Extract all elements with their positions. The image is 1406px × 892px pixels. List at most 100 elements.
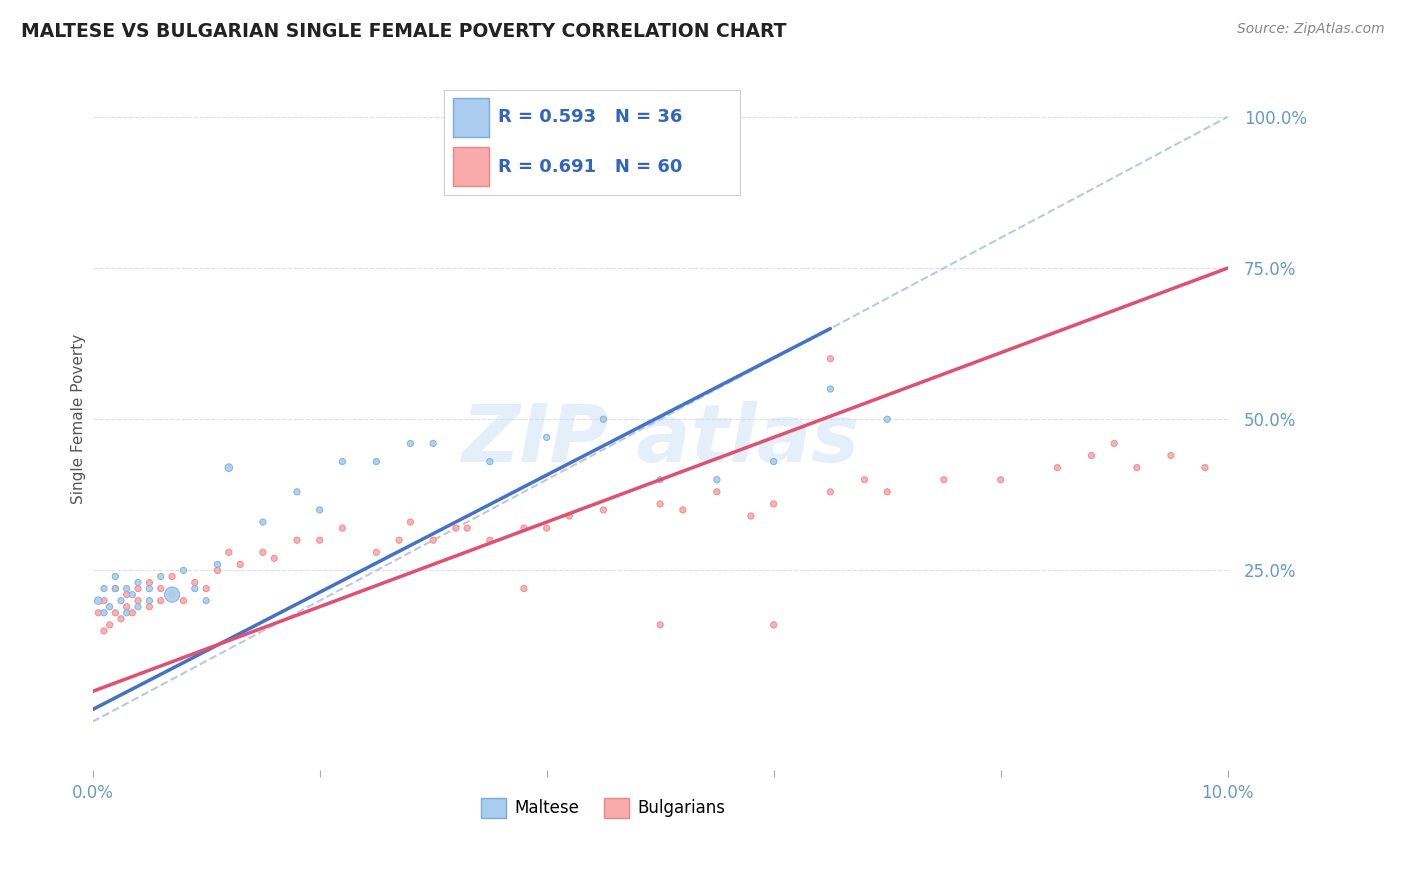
- Point: [87, 593, 110, 607]
- Point: [762, 497, 785, 511]
- Point: [195, 593, 218, 607]
- Point: [592, 503, 614, 517]
- Point: [104, 569, 127, 583]
- Point: [149, 569, 172, 583]
- Point: [1126, 460, 1149, 475]
- Point: [115, 582, 138, 596]
- Text: ZIP atlas: ZIP atlas: [461, 401, 859, 479]
- Point: [218, 545, 240, 559]
- Point: [115, 588, 138, 602]
- Point: [820, 484, 842, 499]
- Point: [478, 454, 501, 468]
- Point: [172, 564, 194, 578]
- Point: [536, 521, 558, 535]
- Point: [252, 515, 274, 529]
- Point: [762, 618, 785, 632]
- Point: [160, 569, 183, 583]
- Point: [513, 521, 536, 535]
- Point: [876, 484, 898, 499]
- Point: [456, 521, 478, 535]
- Legend: Maltese, Bulgarians: Maltese, Bulgarians: [474, 791, 733, 825]
- Point: [876, 412, 898, 426]
- Point: [558, 508, 581, 523]
- Point: [672, 503, 695, 517]
- Point: [308, 533, 330, 548]
- Point: [207, 564, 229, 578]
- Point: [366, 545, 388, 559]
- Point: [706, 473, 728, 487]
- Point: [820, 351, 842, 366]
- Text: MALTESE VS BULGARIAN SINGLE FEMALE POVERTY CORRELATION CHART: MALTESE VS BULGARIAN SINGLE FEMALE POVER…: [21, 22, 786, 41]
- Point: [706, 484, 728, 499]
- Point: [330, 454, 353, 468]
- Point: [422, 533, 444, 548]
- Point: [93, 624, 115, 638]
- Point: [308, 503, 330, 517]
- Point: [115, 606, 138, 620]
- Point: [1102, 436, 1125, 450]
- Point: [138, 593, 160, 607]
- Point: [127, 593, 149, 607]
- Point: [138, 575, 160, 590]
- Point: [110, 612, 132, 626]
- Point: [110, 593, 132, 607]
- Point: [184, 582, 207, 596]
- Point: [195, 582, 218, 596]
- Point: [252, 545, 274, 559]
- Point: [149, 582, 172, 596]
- Point: [115, 599, 138, 614]
- Point: [138, 599, 160, 614]
- Point: [1080, 449, 1102, 463]
- Point: [478, 533, 501, 548]
- Point: [98, 599, 121, 614]
- Point: [650, 473, 672, 487]
- Point: [399, 515, 422, 529]
- Text: Source: ZipAtlas.com: Source: ZipAtlas.com: [1237, 22, 1385, 37]
- Point: [229, 558, 252, 572]
- Point: [740, 508, 762, 523]
- Point: [263, 551, 285, 566]
- Point: [218, 460, 240, 475]
- Point: [762, 454, 785, 468]
- Point: [121, 588, 143, 602]
- Point: [853, 473, 876, 487]
- Point: [207, 558, 229, 572]
- Point: [98, 618, 121, 632]
- Point: [285, 533, 308, 548]
- Point: [127, 599, 149, 614]
- Point: [172, 593, 194, 607]
- Point: [93, 593, 115, 607]
- Point: [104, 582, 127, 596]
- Point: [104, 606, 127, 620]
- Point: [330, 521, 353, 535]
- Point: [932, 473, 955, 487]
- Point: [444, 521, 467, 535]
- Point: [160, 588, 183, 602]
- Point: [1194, 460, 1216, 475]
- Point: [93, 582, 115, 596]
- Point: [536, 430, 558, 444]
- Point: [184, 575, 207, 590]
- Y-axis label: Single Female Poverty: Single Female Poverty: [72, 334, 86, 504]
- Point: [104, 582, 127, 596]
- Point: [93, 606, 115, 620]
- Point: [366, 454, 388, 468]
- Point: [399, 436, 422, 450]
- Point: [650, 618, 672, 632]
- Point: [121, 606, 143, 620]
- Point: [388, 533, 411, 548]
- Point: [1160, 449, 1182, 463]
- Point: [422, 436, 444, 450]
- Point: [149, 593, 172, 607]
- Point: [990, 473, 1012, 487]
- Point: [127, 575, 149, 590]
- Point: [138, 582, 160, 596]
- Point: [160, 588, 183, 602]
- Point: [1046, 460, 1069, 475]
- Point: [650, 497, 672, 511]
- Point: [127, 582, 149, 596]
- Point: [513, 582, 536, 596]
- Point: [87, 606, 110, 620]
- Point: [592, 412, 614, 426]
- Point: [820, 382, 842, 396]
